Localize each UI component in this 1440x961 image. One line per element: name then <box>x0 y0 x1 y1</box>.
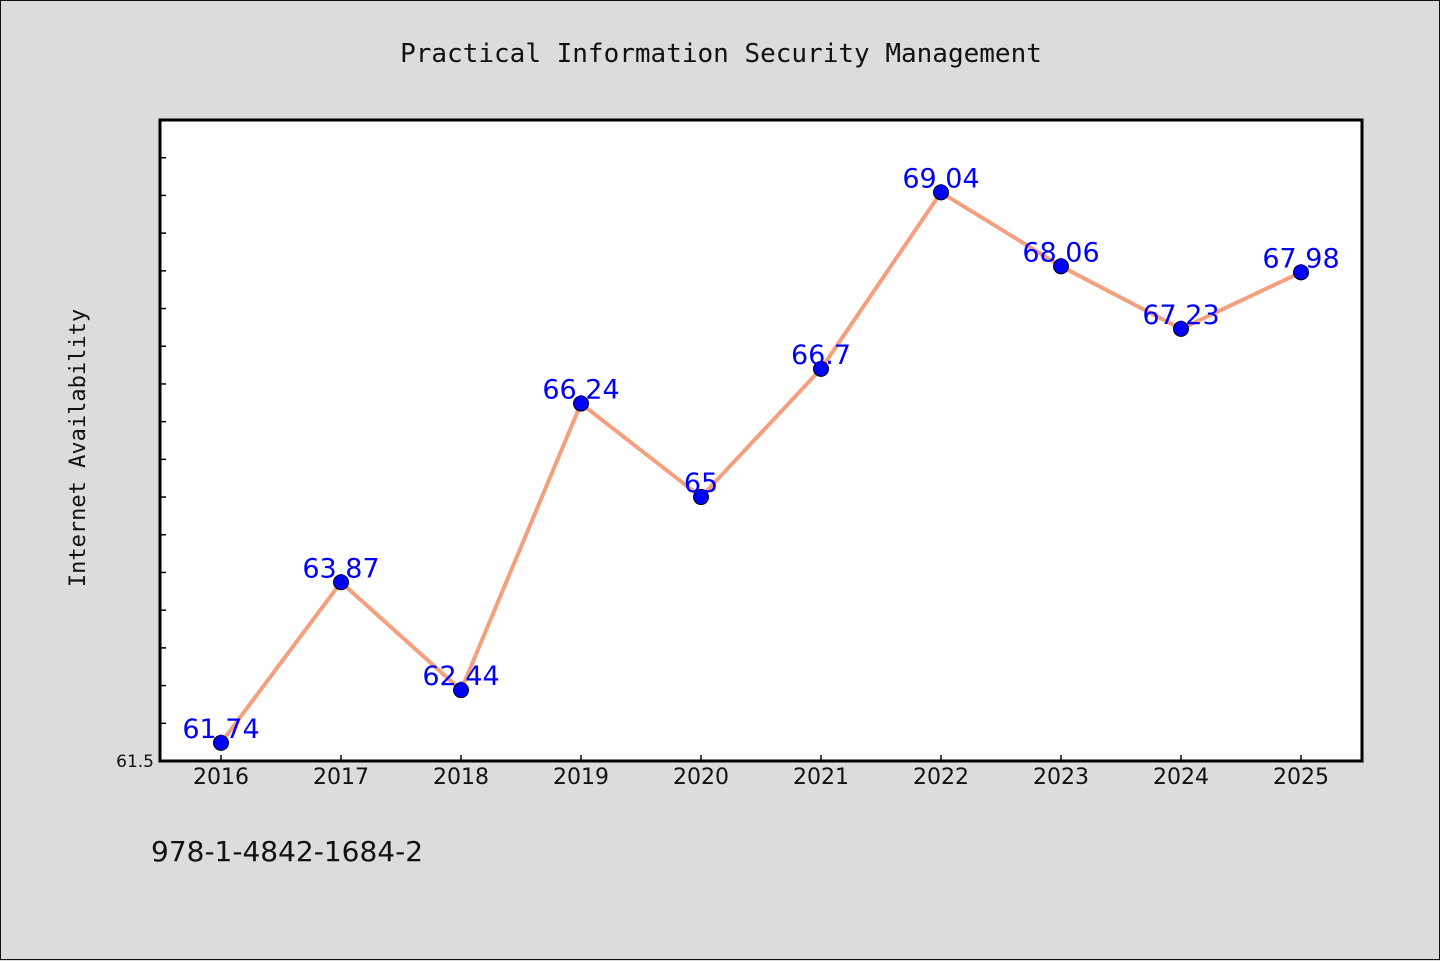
x-tick-label: 2025 <box>1273 765 1329 790</box>
x-tick-label: 2018 <box>433 765 489 790</box>
series-line <box>219 190 1302 745</box>
x-tick-label: 2023 <box>1033 765 1089 790</box>
data-point <box>1293 264 1309 281</box>
chart-title: Practical Information Security Managemen… <box>400 39 1042 69</box>
y-axis-ticks: 61.5 <box>116 119 166 772</box>
data-label: 65 <box>684 468 718 499</box>
x-tick-label: 2020 <box>673 765 729 790</box>
data-point <box>573 395 589 412</box>
series-group <box>213 184 1309 751</box>
data-label: 61.74 <box>182 714 259 745</box>
x-tick-label: 2021 <box>793 765 849 790</box>
x-tick-label: 2016 <box>193 765 249 790</box>
data-label: 67.23 <box>1142 300 1219 331</box>
data-point <box>333 574 349 591</box>
data-point <box>1173 320 1189 337</box>
data-labels-group: 61.74 63.87 62.44 66.24 65 66.7 69.04 68.06 67.2… <box>182 163 1339 745</box>
data-label: 66.7 <box>791 340 851 371</box>
data-point <box>813 360 829 377</box>
data-point <box>213 734 229 751</box>
data-label: 62.44 <box>422 661 499 692</box>
y-tick-label: 61.5 <box>116 752 154 772</box>
x-tick-label: 2019 <box>553 765 609 790</box>
x-tick-label: 2017 <box>313 765 369 790</box>
data-label: 68.06 <box>1022 237 1099 268</box>
data-label: 67.98 <box>1262 243 1339 274</box>
plot-area <box>158 118 1364 763</box>
y-axis-label: Internet Availability <box>66 309 91 587</box>
data-label: 69.04 <box>902 163 979 194</box>
data-point <box>933 184 949 201</box>
x-tick-label: 2024 <box>1153 765 1209 790</box>
x-tick-label: 2022 <box>913 765 969 790</box>
x-axis-ticks: 2016 2017 2018 2019 2020 2021 2022 2023 2024 2025 <box>193 755 1329 790</box>
data-label: 63.87 <box>302 553 379 584</box>
footnote-isbn: 978-1-4842-1684-2 <box>151 835 424 868</box>
data-point <box>693 489 709 506</box>
data-point <box>1053 258 1069 275</box>
data-point <box>453 682 469 699</box>
data-label: 66.24 <box>542 375 619 406</box>
